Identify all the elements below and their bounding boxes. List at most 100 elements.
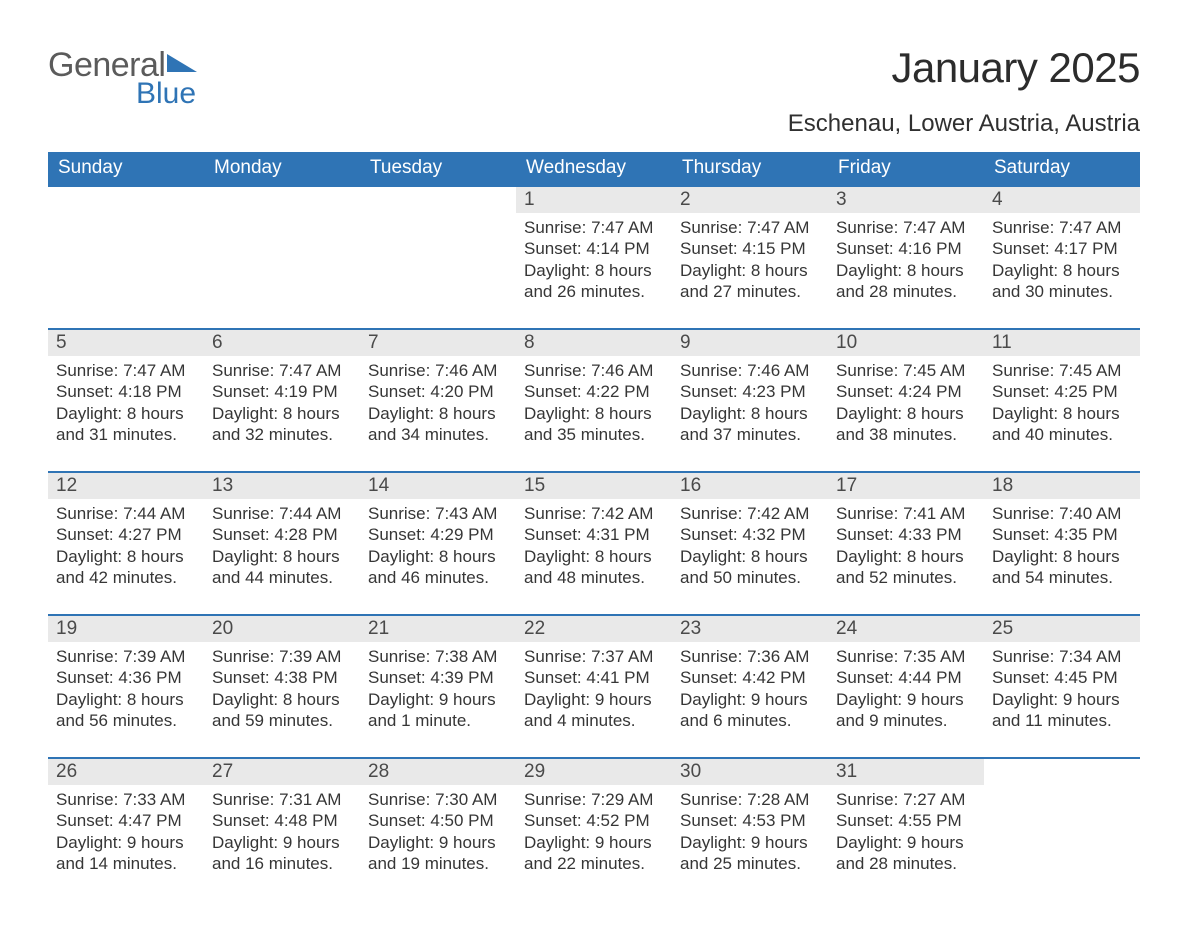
sunrise-line: Sunrise: 7:47 AM [680, 217, 820, 238]
sunrise-line: Sunrise: 7:47 AM [212, 360, 352, 381]
sunrise-line: Sunrise: 7:41 AM [836, 503, 976, 524]
day-detail: Sunrise: 7:45 AMSunset: 4:24 PMDaylight:… [828, 356, 984, 472]
weekday-header: Friday [828, 152, 984, 186]
sunset-line: Sunset: 4:31 PM [524, 524, 664, 545]
day-number: 20 [204, 615, 360, 642]
weekday-header-row: SundayMondayTuesdayWednesdayThursdayFrid… [48, 152, 1140, 186]
day-detail: Sunrise: 7:31 AMSunset: 4:48 PMDaylight:… [204, 785, 360, 900]
day-detail: Sunrise: 7:39 AMSunset: 4:36 PMDaylight:… [48, 642, 204, 758]
day-number: 10 [828, 329, 984, 356]
sunset-line: Sunset: 4:24 PM [836, 381, 976, 402]
sunset-line: Sunset: 4:42 PM [680, 667, 820, 688]
sunset-line: Sunset: 4:44 PM [836, 667, 976, 688]
day-detail: Sunrise: 7:36 AMSunset: 4:42 PMDaylight:… [672, 642, 828, 758]
daylight-line: Daylight: 8 hours and 52 minutes. [836, 546, 976, 589]
sunset-line: Sunset: 4:17 PM [992, 238, 1132, 259]
sunrise-line: Sunrise: 7:46 AM [680, 360, 820, 381]
sunrise-line: Sunrise: 7:46 AM [524, 360, 664, 381]
title-block: January 2025 Eschenau, Lower Austria, Au… [788, 44, 1140, 138]
sunrise-line: Sunrise: 7:47 AM [992, 217, 1132, 238]
day-number: 8 [516, 329, 672, 356]
sunrise-line: Sunrise: 7:27 AM [836, 789, 976, 810]
daylight-line: Daylight: 8 hours and 46 minutes. [368, 546, 508, 589]
day-detail: Sunrise: 7:27 AMSunset: 4:55 PMDaylight:… [828, 785, 984, 900]
weekday-header: Sunday [48, 152, 204, 186]
daylight-line: Daylight: 8 hours and 48 minutes. [524, 546, 664, 589]
day-detail: Sunrise: 7:45 AMSunset: 4:25 PMDaylight:… [984, 356, 1140, 472]
daylight-line: Daylight: 8 hours and 40 minutes. [992, 403, 1132, 446]
daylight-line: Daylight: 8 hours and 30 minutes. [992, 260, 1132, 303]
sunset-line: Sunset: 4:19 PM [212, 381, 352, 402]
sunset-line: Sunset: 4:27 PM [56, 524, 196, 545]
daylight-line: Daylight: 9 hours and 16 minutes. [212, 832, 352, 875]
day-detail: Sunrise: 7:42 AMSunset: 4:31 PMDaylight:… [516, 499, 672, 615]
daylight-line: Daylight: 8 hours and 34 minutes. [368, 403, 508, 446]
day-number-blank [984, 758, 1140, 785]
sunrise-line: Sunrise: 7:44 AM [56, 503, 196, 524]
day-detail: Sunrise: 7:46 AMSunset: 4:22 PMDaylight:… [516, 356, 672, 472]
day-detail-row: Sunrise: 7:47 AMSunset: 4:14 PMDaylight:… [48, 213, 1140, 329]
sunrise-line: Sunrise: 7:47 AM [56, 360, 196, 381]
day-detail: Sunrise: 7:28 AMSunset: 4:53 PMDaylight:… [672, 785, 828, 900]
day-number: 26 [48, 758, 204, 785]
day-detail: Sunrise: 7:47 AMSunset: 4:19 PMDaylight:… [204, 356, 360, 472]
daylight-line: Daylight: 8 hours and 59 minutes. [212, 689, 352, 732]
day-number: 23 [672, 615, 828, 642]
day-number-row: 1234 [48, 186, 1140, 213]
day-detail: Sunrise: 7:29 AMSunset: 4:52 PMDaylight:… [516, 785, 672, 900]
sunset-line: Sunset: 4:16 PM [836, 238, 976, 259]
sunrise-line: Sunrise: 7:33 AM [56, 789, 196, 810]
day-number-blank [48, 186, 204, 213]
daylight-line: Daylight: 8 hours and 44 minutes. [212, 546, 352, 589]
day-number-row: 262728293031 [48, 758, 1140, 785]
day-detail-row: Sunrise: 7:39 AMSunset: 4:36 PMDaylight:… [48, 642, 1140, 758]
sunrise-line: Sunrise: 7:31 AM [212, 789, 352, 810]
sunset-line: Sunset: 4:35 PM [992, 524, 1132, 545]
sunset-line: Sunset: 4:20 PM [368, 381, 508, 402]
day-detail-blank [48, 213, 204, 329]
day-detail-blank [360, 213, 516, 329]
day-detail: Sunrise: 7:42 AMSunset: 4:32 PMDaylight:… [672, 499, 828, 615]
daylight-line: Daylight: 8 hours and 26 minutes. [524, 260, 664, 303]
day-detail: Sunrise: 7:47 AMSunset: 4:15 PMDaylight:… [672, 213, 828, 329]
day-detail: Sunrise: 7:39 AMSunset: 4:38 PMDaylight:… [204, 642, 360, 758]
day-detail-blank [204, 213, 360, 329]
day-number: 30 [672, 758, 828, 785]
sunset-line: Sunset: 4:39 PM [368, 667, 508, 688]
sunset-line: Sunset: 4:15 PM [680, 238, 820, 259]
sunset-line: Sunset: 4:38 PM [212, 667, 352, 688]
day-detail: Sunrise: 7:33 AMSunset: 4:47 PMDaylight:… [48, 785, 204, 900]
sunrise-line: Sunrise: 7:29 AM [524, 789, 664, 810]
sunrise-line: Sunrise: 7:28 AM [680, 789, 820, 810]
daylight-line: Daylight: 8 hours and 37 minutes. [680, 403, 820, 446]
day-number: 29 [516, 758, 672, 785]
daylight-line: Daylight: 8 hours and 50 minutes. [680, 546, 820, 589]
day-number: 24 [828, 615, 984, 642]
sunrise-line: Sunrise: 7:46 AM [368, 360, 508, 381]
sunrise-line: Sunrise: 7:36 AM [680, 646, 820, 667]
daylight-line: Daylight: 8 hours and 56 minutes. [56, 689, 196, 732]
sunrise-line: Sunrise: 7:45 AM [836, 360, 976, 381]
day-number-blank [204, 186, 360, 213]
sunset-line: Sunset: 4:47 PM [56, 810, 196, 831]
weekday-header: Thursday [672, 152, 828, 186]
sunrise-line: Sunrise: 7:42 AM [680, 503, 820, 524]
day-number: 7 [360, 329, 516, 356]
day-detail: Sunrise: 7:43 AMSunset: 4:29 PMDaylight:… [360, 499, 516, 615]
day-detail: Sunrise: 7:47 AMSunset: 4:14 PMDaylight:… [516, 213, 672, 329]
weekday-header: Tuesday [360, 152, 516, 186]
day-detail: Sunrise: 7:35 AMSunset: 4:44 PMDaylight:… [828, 642, 984, 758]
sunrise-line: Sunrise: 7:30 AM [368, 789, 508, 810]
day-number: 28 [360, 758, 516, 785]
sunset-line: Sunset: 4:23 PM [680, 381, 820, 402]
day-number: 16 [672, 472, 828, 499]
sunset-line: Sunset: 4:53 PM [680, 810, 820, 831]
weekday-header: Wednesday [516, 152, 672, 186]
sunset-line: Sunset: 4:28 PM [212, 524, 352, 545]
day-detail-blank [984, 785, 1140, 900]
daylight-line: Daylight: 8 hours and 28 minutes. [836, 260, 976, 303]
day-detail: Sunrise: 7:34 AMSunset: 4:45 PMDaylight:… [984, 642, 1140, 758]
day-detail-row: Sunrise: 7:44 AMSunset: 4:27 PM Daylight:… [48, 499, 1140, 615]
day-number: 19 [48, 615, 204, 642]
day-number: 6 [204, 329, 360, 356]
